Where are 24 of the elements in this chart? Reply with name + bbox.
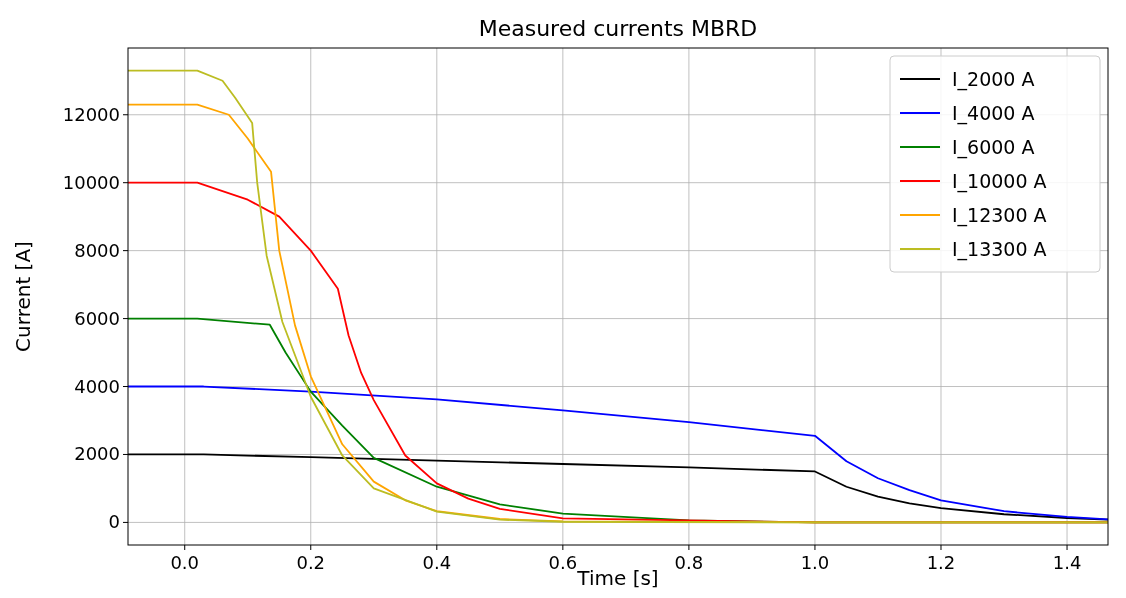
legend-label: I_6000 A bbox=[952, 136, 1035, 159]
y-tick-label: 10000 bbox=[62, 171, 120, 193]
x-axis-title: Time [s] bbox=[576, 566, 659, 590]
y-axis-title: Current [A] bbox=[11, 241, 35, 352]
chart-title: Measured currents MBRD bbox=[478, 16, 758, 41]
x-tick-label: 0.4 bbox=[422, 552, 452, 573]
x-tick-label: 1.0 bbox=[800, 552, 830, 573]
legend-label: I_4000 A bbox=[952, 102, 1035, 125]
x-tick-label: 0.0 bbox=[170, 552, 200, 573]
y-tick-label: 8000 bbox=[74, 239, 120, 261]
y-tick-label: 2000 bbox=[74, 443, 120, 465]
y-tick-label: 12000 bbox=[62, 103, 120, 125]
legend-label: I_12300 A bbox=[952, 204, 1047, 227]
x-tick-label: 0.8 bbox=[674, 552, 704, 573]
legend-label: I_13300 A bbox=[952, 238, 1047, 261]
y-tick-label: 0 bbox=[108, 511, 120, 533]
y-tick-label: 4000 bbox=[74, 375, 120, 397]
legend-label: I_2000 A bbox=[952, 68, 1035, 91]
x-tick-label: 1.2 bbox=[926, 552, 956, 573]
x-tick-label: 0.2 bbox=[296, 552, 326, 573]
y-tick-label: 6000 bbox=[74, 307, 120, 329]
x-tick-label: 1.4 bbox=[1052, 552, 1082, 573]
x-tick-label: 0.6 bbox=[548, 552, 578, 573]
legend-label: I_10000 A bbox=[952, 170, 1047, 193]
